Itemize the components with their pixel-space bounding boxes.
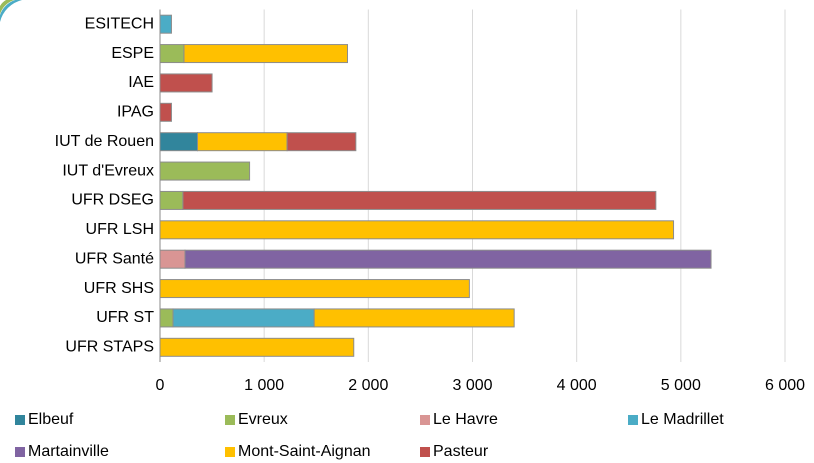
bar-segment: [182, 190, 657, 210]
bar-segment: [159, 14, 172, 34]
y-tick-label: UFR DSEG: [71, 192, 154, 209]
legend-label: Mont-Saint-Aignan: [238, 443, 371, 460]
y-tick-label: IAE: [128, 74, 154, 91]
bar-segment: [313, 308, 515, 328]
y-tick-label: UFR ST: [96, 309, 154, 326]
legend-label: Pasteur: [433, 443, 489, 460]
y-tick-label: ESPE: [111, 45, 154, 62]
bar-segment: [197, 132, 288, 152]
bar-segment: [159, 337, 355, 357]
legend-swatch: [420, 415, 430, 425]
legend-label: Elbeuf: [28, 411, 74, 428]
y-tick-label: UFR Santé: [75, 250, 154, 267]
legend-label: Le Havre: [433, 411, 498, 428]
legend-swatch: [15, 447, 25, 457]
bar-segment: [159, 249, 186, 269]
legend-label: Evreux: [238, 411, 288, 428]
x-tick-label: 0: [156, 377, 165, 394]
y-tick-label: UFR STAPS: [65, 339, 154, 356]
legend-label: Le Madrillet: [641, 411, 724, 428]
bar-segment: [159, 279, 470, 299]
legend-label: Martainville: [28, 443, 109, 460]
y-tick-label: IPAG: [117, 104, 154, 121]
bar-segment: [159, 308, 174, 328]
y-tick-label: UFR SHS: [84, 280, 154, 297]
corner-logo: [0, 0, 14, 14]
x-tick-label: 2 000: [348, 377, 388, 394]
y-tick-label: IUT de Rouen: [55, 133, 154, 150]
bar-segment: [159, 161, 251, 181]
x-tick-label: 1 000: [244, 377, 284, 394]
x-tick-label: 4 000: [557, 377, 597, 394]
legend-swatch: [15, 415, 25, 425]
x-tick-label: 6 000: [765, 377, 805, 394]
bar-segment: [172, 308, 315, 328]
y-tick-label: IUT d'Evreux: [62, 162, 154, 179]
bar-segment: [159, 220, 675, 240]
bar-segment: [286, 132, 357, 152]
bar-segment: [159, 102, 172, 122]
corner-logo: [0, 0, 22, 22]
legend-swatch: [225, 415, 235, 425]
bar-segment: [159, 132, 198, 152]
bar-segment: [183, 44, 348, 64]
legend-swatch: [628, 415, 638, 425]
bar-segment: [159, 73, 213, 93]
x-tick-label: 3 000: [452, 377, 492, 394]
y-tick-label: ESITECH: [85, 15, 154, 32]
bar-segment: [184, 249, 712, 269]
legend-swatch: [420, 447, 430, 457]
x-tick-label: 5 000: [661, 377, 701, 394]
legend-swatch: [225, 447, 235, 457]
y-tick-label: UFR LSH: [86, 221, 154, 238]
bar-segment: [159, 44, 185, 64]
bar-segment: [159, 190, 184, 210]
